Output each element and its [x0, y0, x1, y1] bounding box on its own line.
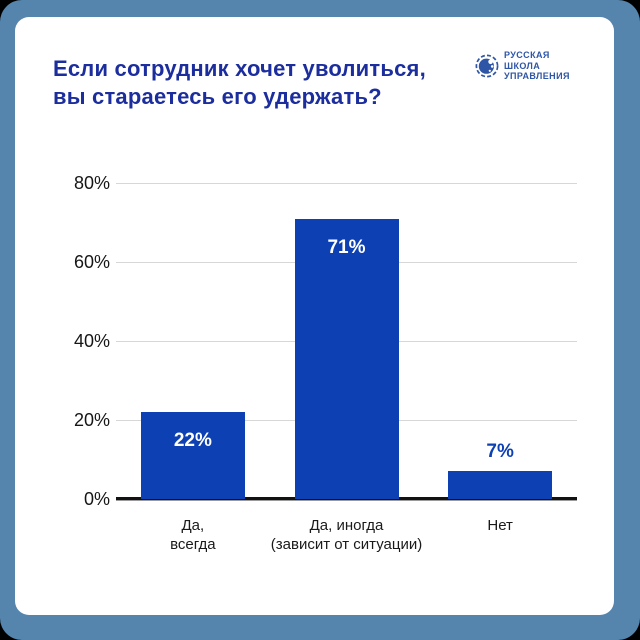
y-tick-label: 20%: [73, 410, 110, 430]
y-tick-label: 0%: [83, 489, 110, 509]
logo-text: РУССКАЯ ШКОЛА УПРАВЛЕНИЯ: [504, 50, 570, 82]
logo-text-line-1: РУССКАЯ: [504, 50, 550, 60]
chart-bar: [294, 218, 399, 499]
y-tick-label: 40%: [73, 331, 110, 351]
chart-bar: [448, 471, 553, 499]
logo-text-line-2: ШКОЛА: [504, 60, 541, 71]
x-tick-label-line: (зависит от ситуации): [270, 536, 423, 553]
chart-bar: [140, 412, 245, 499]
bar-value-label: 71%: [327, 236, 366, 258]
y-tick-label: 60%: [73, 252, 110, 272]
bar-value-label: 22%: [173, 430, 212, 452]
x-tick-label: Да, иногда (зависит от ситуации): [237, 516, 457, 554]
page-title: Если сотрудник хочет уволиться, вы стара…: [53, 55, 426, 111]
x-tick-label-line: всегда: [170, 536, 216, 553]
chart-card: Если сотрудник хочет уволиться, вы стара…: [15, 17, 614, 615]
x-axis-line: [116, 497, 577, 501]
x-tick-label-line: Да, иногда: [309, 517, 384, 534]
gridline-80%: [116, 182, 577, 184]
x-tick-label-line: Нет: [487, 517, 513, 534]
globe-icon: [475, 54, 499, 78]
x-tick-label: Да, всегда: [83, 516, 303, 554]
x-tick-label: Нет: [390, 516, 610, 535]
y-tick-label: 80%: [73, 173, 110, 193]
title-line-1: Если сотрудник хочет уволиться,: [53, 56, 426, 81]
plot-area: 22% 71% 7%: [116, 182, 577, 501]
title-line-2: вы стараетесь его удержать?: [53, 84, 382, 109]
x-tick-label-line: Да,: [181, 517, 205, 534]
logo-text-line-3: УПРАВЛЕНИЯ: [504, 71, 570, 81]
y-axis: 0% 20% 40% 60% 80%: [15, 173, 110, 509]
rsu-logo: РУССКАЯ ШКОЛА УПРАВЛЕНИЯ: [475, 50, 570, 82]
bar-value-label: 7%: [486, 441, 514, 463]
